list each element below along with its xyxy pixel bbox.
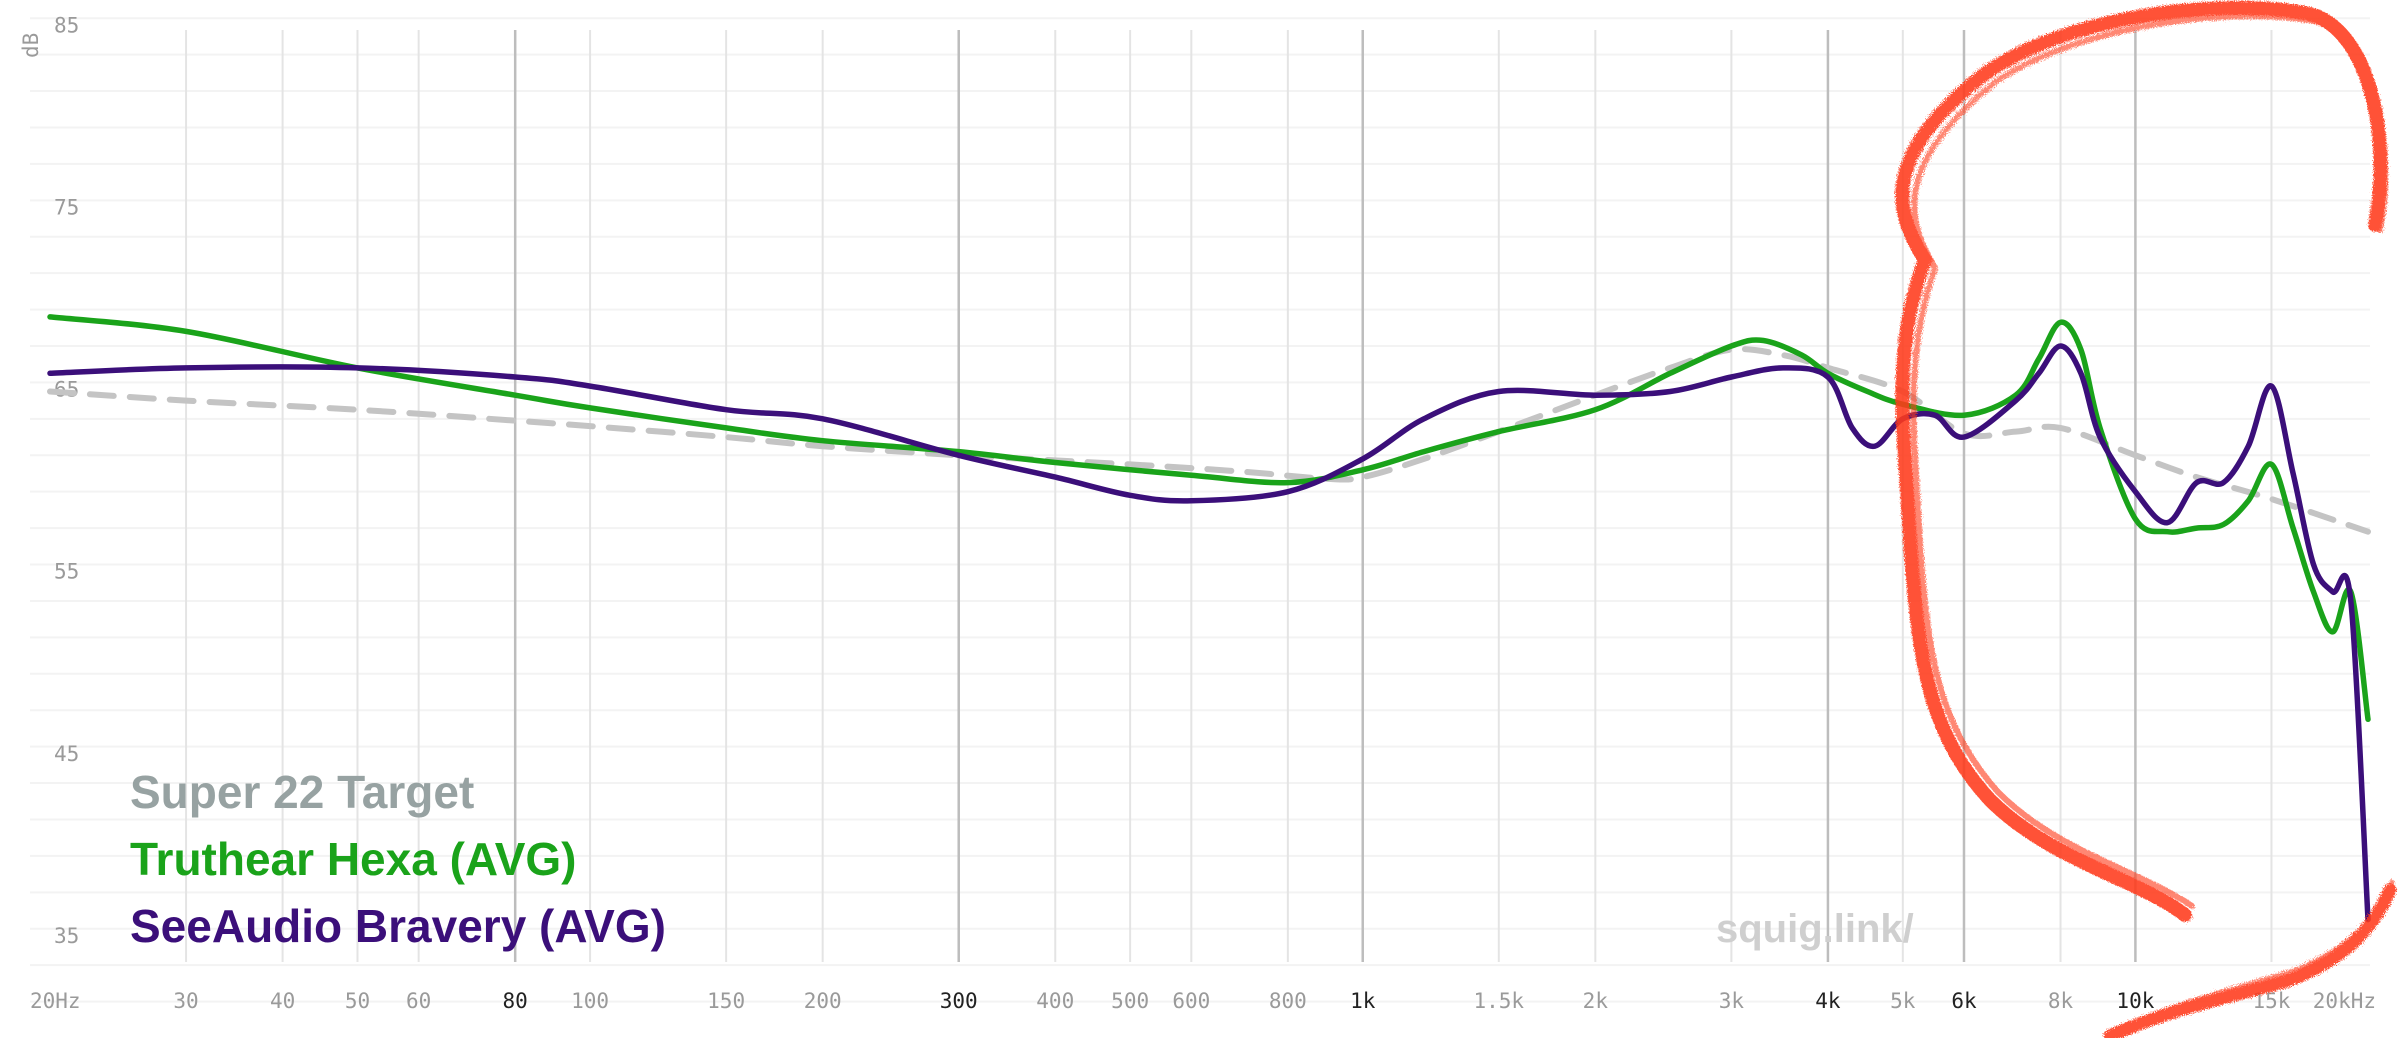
x-tick-label: 400 bbox=[1036, 989, 1074, 1013]
grid bbox=[30, 17, 2370, 1003]
x-tick-label: 600 bbox=[1172, 989, 1210, 1013]
x-tick-label: 1k bbox=[1350, 989, 1376, 1013]
x-tick-label: 30 bbox=[173, 989, 198, 1013]
x-tick-label: 1.5k bbox=[1474, 989, 1525, 1013]
legend: Super 22 Target Truthear Hexa (AVG) SeeAud… bbox=[130, 766, 666, 952]
y-tick-label: 35 bbox=[54, 924, 79, 948]
x-tick-label: 10k bbox=[2116, 989, 2154, 1013]
x-tick-label: 100 bbox=[571, 989, 609, 1013]
y-axis-label: dB bbox=[19, 33, 43, 58]
x-tick-label: 800 bbox=[1269, 989, 1307, 1013]
x-tick-label: 3k bbox=[1719, 989, 1745, 1013]
x-tick-label: 5k bbox=[1890, 989, 1916, 1013]
x-tick-label: 40 bbox=[270, 989, 295, 1013]
y-tick-label: 75 bbox=[54, 196, 79, 220]
x-tick-label: 2k bbox=[1583, 989, 1609, 1013]
series-line-1 bbox=[47, 314, 2371, 723]
x-tick-label: 4k bbox=[1815, 989, 1841, 1013]
x-tick-label: 8k bbox=[2048, 989, 2074, 1013]
y-tick-label: 55 bbox=[54, 560, 79, 584]
x-axis-tick-labels: 20Hz 30 40 50 60 80 100 150 200 300 400 500 600 800 1k… bbox=[30, 989, 2376, 1013]
legend-entry-1: Truthear Hexa (AVG) bbox=[130, 833, 576, 885]
y-tick-label: 45 bbox=[54, 742, 79, 766]
legend-entry-0: Super 22 Target bbox=[130, 766, 474, 818]
y-tick-label: 85 bbox=[54, 13, 79, 37]
x-tick-label: 20kHz bbox=[2313, 989, 2376, 1013]
series-lines bbox=[47, 314, 2371, 923]
x-tick-label: 60 bbox=[406, 989, 431, 1013]
x-tick-label: 6k bbox=[1951, 989, 1977, 1013]
x-tick-label: 20Hz bbox=[30, 989, 81, 1013]
watermark: squig.link/ bbox=[1716, 907, 1914, 951]
x-tick-label: 300 bbox=[940, 989, 978, 1013]
red-scribble-annotation bbox=[1895, 0, 2397, 1038]
x-tick-label: 500 bbox=[1111, 989, 1149, 1013]
series-line-2 bbox=[47, 343, 2371, 923]
x-tick-label: 50 bbox=[345, 989, 370, 1013]
legend-entry-2: SeeAudio Bravery (AVG) bbox=[130, 900, 666, 952]
series-line-0 bbox=[47, 346, 2371, 535]
x-tick-label: 80 bbox=[503, 989, 528, 1013]
x-tick-label: 200 bbox=[804, 989, 842, 1013]
x-tick-label: 150 bbox=[707, 989, 745, 1013]
